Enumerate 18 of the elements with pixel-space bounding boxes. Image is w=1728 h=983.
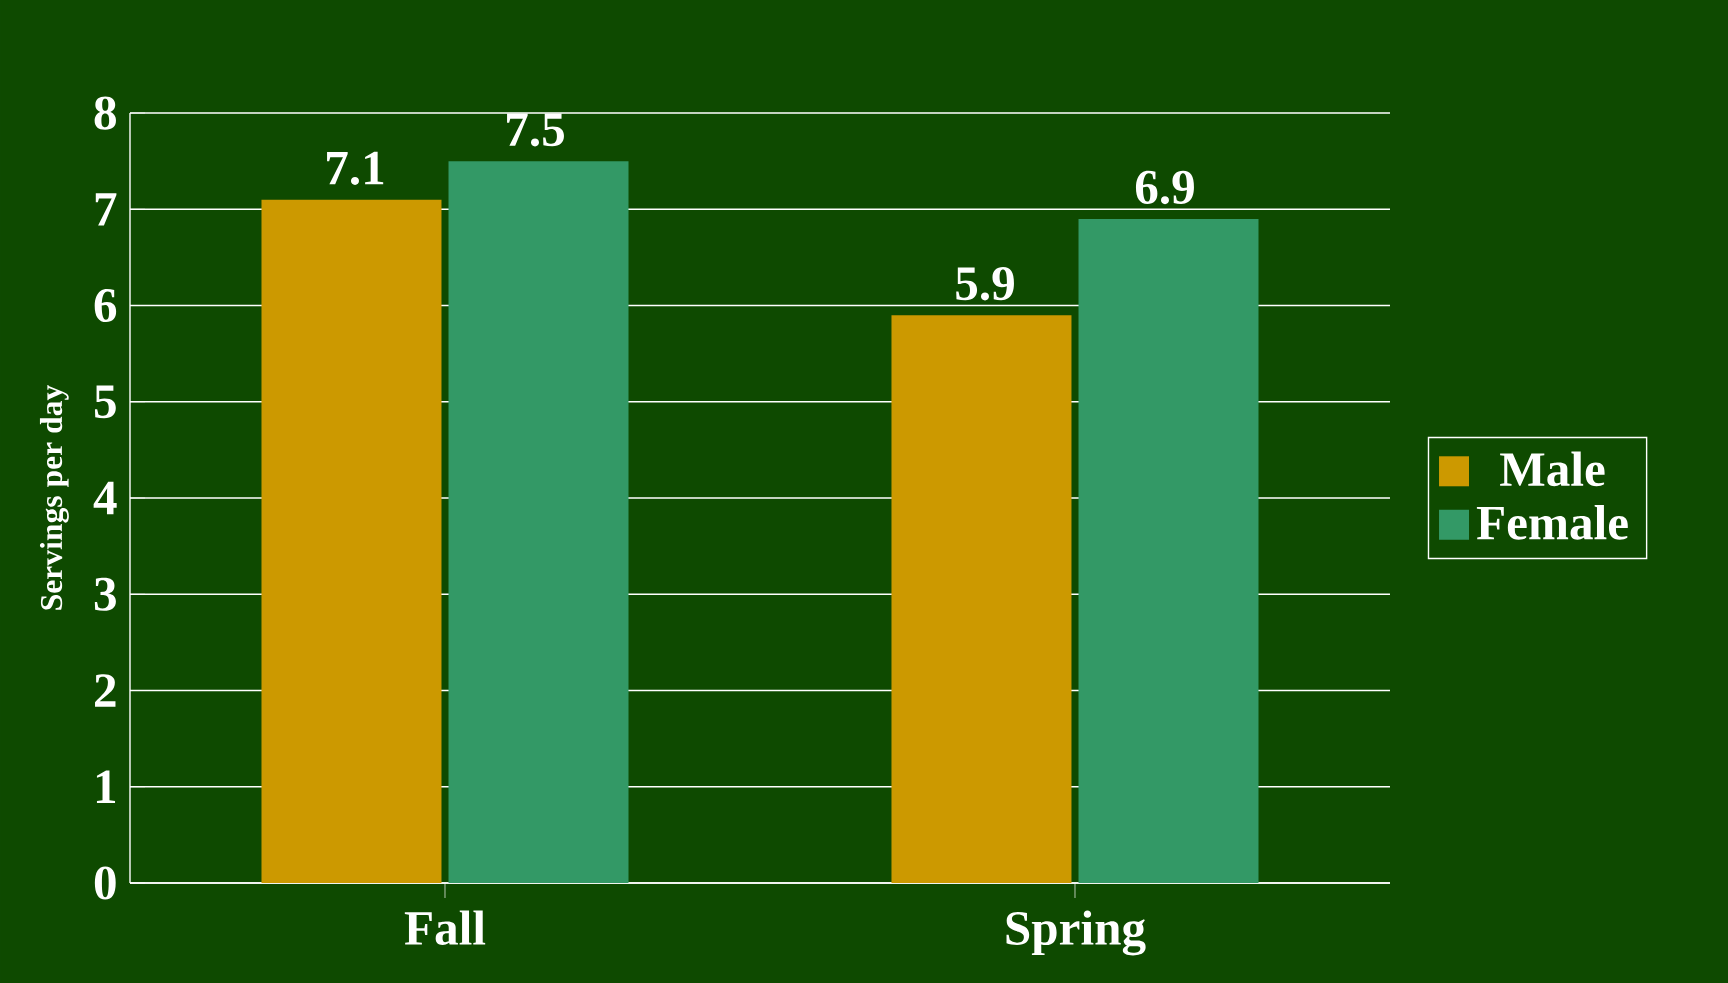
- y-tick-label: 7: [95, 193, 117, 226]
- y-tick-label: 3: [94, 577, 116, 611]
- legend-label: Female: [1476, 505, 1628, 540]
- x-tick-label: Spring: [1006, 910, 1146, 956]
- y-tick-label: 8: [94, 96, 116, 130]
- legend-label: Male: [1500, 451, 1605, 487]
- data-label: 7.5: [507, 113, 564, 147]
- y-tick-label: 0: [94, 866, 116, 900]
- x-tick-label: Fall: [404, 910, 486, 946]
- data-label: 7.1: [327, 151, 384, 185]
- y-tick-label: 5: [94, 385, 116, 419]
- data-label: 5.9: [956, 267, 1014, 301]
- y-tick-label: 2: [95, 674, 116, 707]
- y-tick-label: 6: [94, 288, 117, 323]
- y-axis-title: Servings per day: [39, 384, 69, 610]
- y-tick-label: 1: [96, 770, 116, 803]
- data-label: 6.9: [1135, 170, 1194, 205]
- y-tick-label: 4: [93, 481, 117, 515]
